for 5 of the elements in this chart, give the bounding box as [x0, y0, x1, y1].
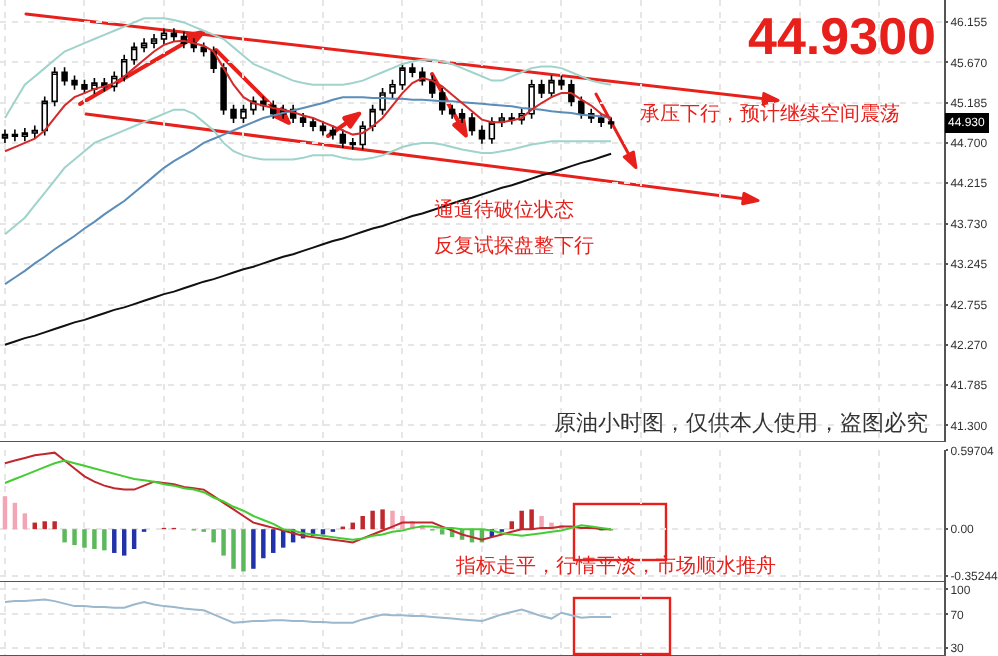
- annotation: 反复试探盘整下行: [434, 234, 594, 258]
- annotation: 44.9300: [748, 6, 936, 66]
- annotation: 通道待破位状态: [434, 198, 574, 222]
- annotation: 原油小时图，仅供本人使用，盗图必究: [554, 410, 928, 436]
- annotation: 承压下行，预计继续空间震荡: [640, 102, 900, 126]
